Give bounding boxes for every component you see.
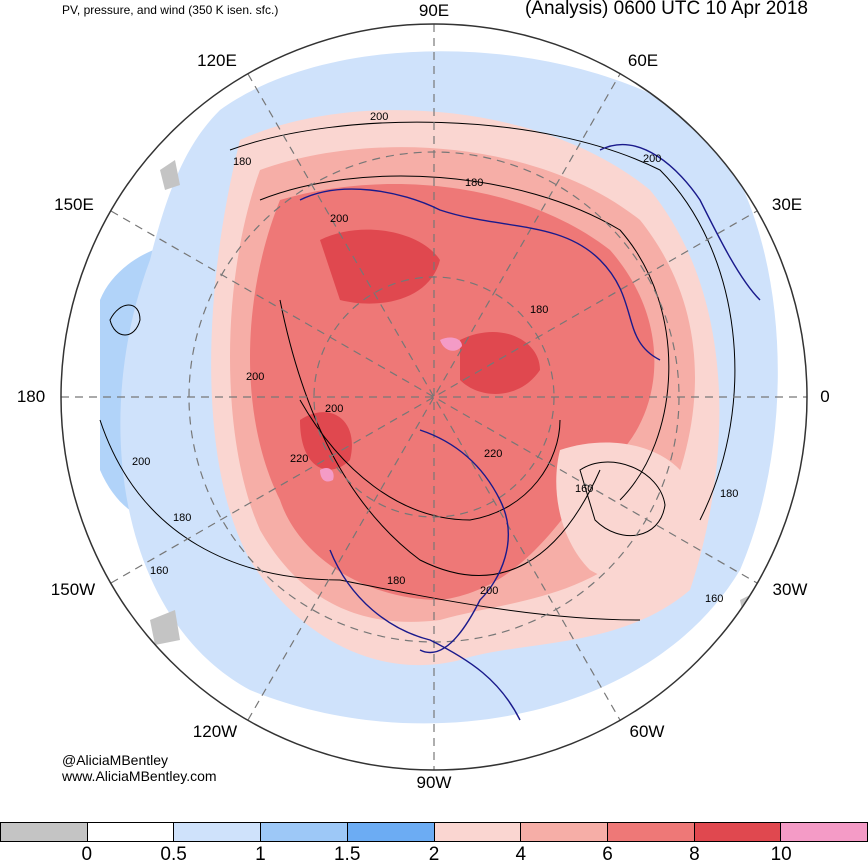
contour-label: 180 bbox=[233, 156, 251, 168]
colorbar-swatch bbox=[346, 822, 434, 842]
colorbar-swatch bbox=[260, 822, 347, 842]
colorbar-tick-label: 0 bbox=[81, 844, 93, 865]
colorbar-tick-label: 6 bbox=[602, 844, 613, 865]
contour-label: 200 bbox=[370, 111, 388, 123]
colorbar-swatch bbox=[606, 822, 694, 842]
lon-label-0: 0 bbox=[820, 387, 830, 406]
lon-label-120w: 120W bbox=[192, 722, 238, 741]
colorbar-swatch bbox=[780, 822, 868, 842]
map-layers bbox=[61, 24, 807, 770]
colorbar-tick-label: 10 bbox=[770, 844, 792, 865]
lon-label-60w: 60W bbox=[629, 722, 665, 741]
coastlines bbox=[299, 143, 761, 721]
colorbar-tick-label: 4 bbox=[515, 844, 527, 865]
product-title: PV, pressure, and wind (350 K isen. sfc.… bbox=[62, 3, 279, 17]
lon-label-60e: 60E bbox=[627, 51, 659, 70]
contour-label: 200 bbox=[643, 153, 661, 165]
globe-outline bbox=[60, 23, 808, 771]
contour-label: 200 bbox=[480, 585, 498, 597]
colorbar-tick-label: 0.5 bbox=[160, 844, 187, 865]
contour-label: 160 bbox=[150, 565, 168, 577]
lon-label-30e: 30E bbox=[771, 195, 803, 214]
contour-label: 180 bbox=[387, 575, 405, 587]
contour-label: 160 bbox=[705, 593, 723, 605]
credit-block: @AliciaMBentley www.AliciaMBentley.com bbox=[62, 752, 217, 784]
credit-handle: @AliciaMBentley bbox=[62, 752, 169, 768]
colorbar-swatch bbox=[173, 822, 261, 842]
contour-label: 200 bbox=[325, 403, 343, 415]
lon-label-180: 180 bbox=[16, 387, 46, 406]
contour-label: 200 bbox=[330, 213, 348, 225]
colorbar-swatch bbox=[520, 822, 607, 842]
colorbar-swatch bbox=[433, 822, 521, 842]
valid-time-title: (Analysis) 0600 UTC 10 Apr 2018 bbox=[524, 0, 808, 19]
contour-label: 180 bbox=[465, 177, 483, 189]
contour-label: 180 bbox=[530, 304, 548, 316]
contour-label: 220 bbox=[290, 453, 308, 465]
pv-atlantic-trough bbox=[556, 442, 700, 584]
colorbar-tick-label: 1 bbox=[255, 844, 266, 865]
contour-label: 160 bbox=[575, 483, 593, 495]
pv-darkred-patches bbox=[300, 229, 540, 470]
contour-label: 180 bbox=[720, 488, 738, 500]
polar-map: 200 180 180 200 200 180 200 200 220 220 … bbox=[60, 23, 808, 771]
credit-site: www.AliciaMBentley.com bbox=[62, 768, 217, 784]
pressure-contours bbox=[99, 121, 736, 621]
pv-colorbar bbox=[0, 822, 868, 844]
contour-label: 200 bbox=[132, 456, 150, 468]
contour-label: 180 bbox=[173, 512, 191, 524]
colorbar-swatch bbox=[0, 822, 87, 842]
lon-label-30w: 30W bbox=[772, 580, 808, 599]
contour-label: 220 bbox=[484, 448, 502, 460]
contour-labels: 200 180 180 200 200 180 200 200 220 220 … bbox=[132, 111, 738, 605]
lon-label-120e: 120E bbox=[197, 51, 237, 70]
lon-label-90w: 90W bbox=[416, 773, 452, 792]
colorbar-swatch bbox=[693, 822, 781, 842]
lon-label-150w: 150W bbox=[50, 580, 96, 599]
lon-label-150e: 150E bbox=[54, 195, 94, 214]
colorbar-tick-label: 2 bbox=[428, 844, 440, 865]
colorbar-tick-label: 1.5 bbox=[333, 844, 361, 865]
contour-label: 200 bbox=[246, 371, 264, 383]
graticule bbox=[61, 24, 807, 770]
colorbar-swatch bbox=[86, 822, 174, 842]
pv-colorbar-labels: 0 0.5 1 1.5 2 4 6 8 10 bbox=[0, 844, 868, 866]
colorbar-tick-label: 8 bbox=[689, 844, 700, 865]
lon-label-90e: 90E bbox=[418, 1, 450, 20]
